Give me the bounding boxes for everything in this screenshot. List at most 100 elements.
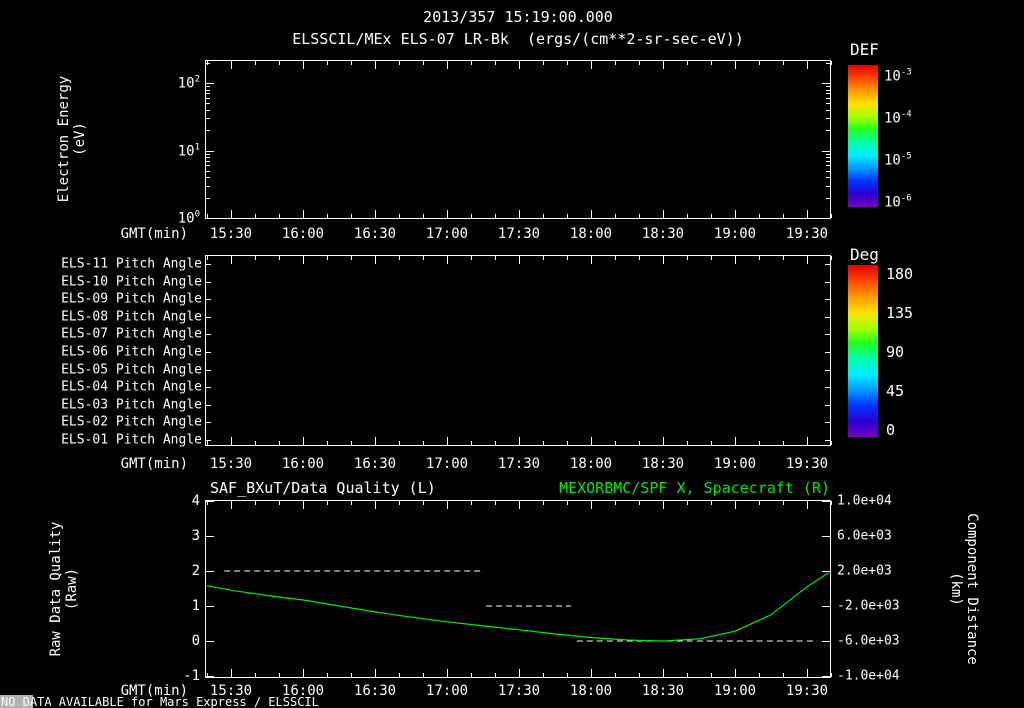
- x-tick-mark: [519, 669, 520, 677]
- pitch-angle-label: ELS-07 Pitch Angle: [61, 326, 202, 342]
- y-tick-mark: [825, 422, 830, 423]
- deg-scale-label: 135: [886, 304, 914, 322]
- x-tick-mark: [447, 437, 448, 445]
- x-tick-mark: [663, 210, 664, 218]
- y-tick-mark: [822, 501, 830, 502]
- x-tick-mark: [711, 441, 712, 445]
- x-tick-mark: [207, 214, 208, 218]
- y-tick-mark: [206, 154, 210, 155]
- dataset-title: ELSSCIL/MEx ELS-07 LR-Bk (ergs/(cm**2-sr…: [292, 30, 744, 48]
- axis-label-line: (km): [948, 572, 964, 606]
- x-tick-mark: [279, 501, 280, 505]
- quality-series-title: SAF_BXuT/Data Quality (L): [210, 479, 436, 497]
- x-tick-mark: [471, 256, 472, 260]
- colorbar-deg-title: Deg: [850, 245, 879, 264]
- x-tick-mark: [231, 61, 232, 69]
- distance-tick-label: -6.0e+03: [837, 633, 900, 649]
- x-tick-mark: [231, 669, 232, 677]
- x-tick-mark: [543, 441, 544, 445]
- y-tick-mark: [206, 171, 210, 172]
- x-tick-mark: [687, 673, 688, 677]
- y-tick-mark: [825, 264, 830, 265]
- x-tick-mark: [663, 501, 664, 509]
- y-tick-mark: [206, 98, 210, 99]
- distance-tick-label: 2.0e+03: [837, 563, 892, 579]
- energy-tick-label: 102: [177, 74, 200, 92]
- quality-tick-label: -1: [183, 668, 200, 684]
- x-tick-mark: [519, 61, 520, 69]
- x-tick-mark: [615, 441, 616, 445]
- y-tick-mark: [825, 352, 830, 353]
- y-tick-mark: [826, 186, 830, 187]
- distance-tick-label: 6.0e+03: [837, 528, 892, 544]
- x-tick-mark: [495, 61, 496, 65]
- x-tick-mark: [735, 256, 736, 264]
- x-tick-mark: [399, 61, 400, 65]
- quality-tick-label: 4: [191, 493, 200, 509]
- x-tick-mark: [591, 61, 592, 69]
- x-tick-mark: [711, 214, 712, 218]
- x-tick-mark: [375, 669, 376, 677]
- energy-tick-label: 100: [177, 209, 200, 227]
- y-tick-mark: [206, 571, 214, 572]
- x-tick-mark: [735, 437, 736, 445]
- x-tick-mark: [255, 441, 256, 445]
- time-tick-label: 16:00: [281, 683, 325, 699]
- x-tick-mark: [663, 437, 664, 445]
- x-tick-mark: [207, 256, 208, 260]
- x-tick-mark: [567, 501, 568, 505]
- y-tick-mark: [206, 118, 210, 119]
- y-tick-mark: [206, 352, 211, 353]
- quality-distance-panel: [205, 500, 831, 678]
- y-tick-mark: [206, 165, 210, 166]
- x-tick-mark: [495, 501, 496, 505]
- x-tick-mark: [615, 256, 616, 260]
- x-tick-mark: [399, 501, 400, 505]
- def-scale-label: 10-3: [884, 67, 912, 85]
- deg-scale-label: 90: [886, 343, 905, 361]
- component-distance-axis-label: Component Distance (km): [948, 513, 980, 665]
- x-tick-mark: [615, 673, 616, 677]
- time-tick-label: 19:00: [713, 456, 757, 472]
- x-tick-mark: [663, 669, 664, 677]
- y-tick-mark: [825, 405, 830, 406]
- y-tick-mark: [206, 282, 211, 283]
- y-tick-mark: [825, 282, 830, 283]
- x-tick-mark: [687, 214, 688, 218]
- y-tick-mark: [825, 317, 830, 318]
- pitch-angle-label: ELS-08 Pitch Angle: [61, 309, 202, 325]
- no-data-message: NO DATA AVAILABLE for Mars Express / ELS…: [1, 695, 319, 708]
- pitch-angle-label: ELS-06 Pitch Angle: [61, 344, 202, 360]
- x-tick-mark: [207, 673, 208, 677]
- time-tick-label: 18:30: [641, 456, 685, 472]
- x-tick-mark: [255, 501, 256, 505]
- y-tick-mark: [206, 387, 211, 388]
- def-scale-label: 10-4: [884, 109, 912, 127]
- deg-scale-label: 0: [886, 421, 896, 439]
- x-tick-mark: [639, 673, 640, 677]
- quality-tick-label: 2: [191, 563, 200, 579]
- time-tick-label: 17:00: [425, 226, 469, 242]
- x-tick-mark: [447, 669, 448, 677]
- x-tick-mark: [447, 210, 448, 218]
- quality-distance-chart: [206, 570, 829, 642]
- x-tick-mark: [471, 441, 472, 445]
- distance-tick-label: -1.0e+04: [837, 668, 900, 684]
- y-tick-mark: [826, 90, 830, 91]
- pitch-angle-panel: [205, 255, 831, 446]
- x-tick-mark: [519, 501, 520, 509]
- time-tick-label: 16:00: [281, 226, 325, 242]
- electron-energy-axis-label: Electron Energy (eV): [56, 76, 88, 202]
- x-tick-mark: [591, 669, 592, 677]
- x-tick-mark: [303, 669, 304, 677]
- x-tick-mark: [831, 441, 832, 445]
- x-tick-mark: [543, 256, 544, 260]
- x-tick-mark: [231, 437, 232, 445]
- x-tick-mark: [399, 256, 400, 260]
- y-tick-mark: [825, 370, 830, 371]
- x-tick-mark: [783, 214, 784, 218]
- x-tick-mark: [615, 214, 616, 218]
- x-tick-mark: [375, 256, 376, 264]
- def-scale-label: 10-6: [884, 193, 912, 211]
- y-tick-mark: [206, 422, 211, 423]
